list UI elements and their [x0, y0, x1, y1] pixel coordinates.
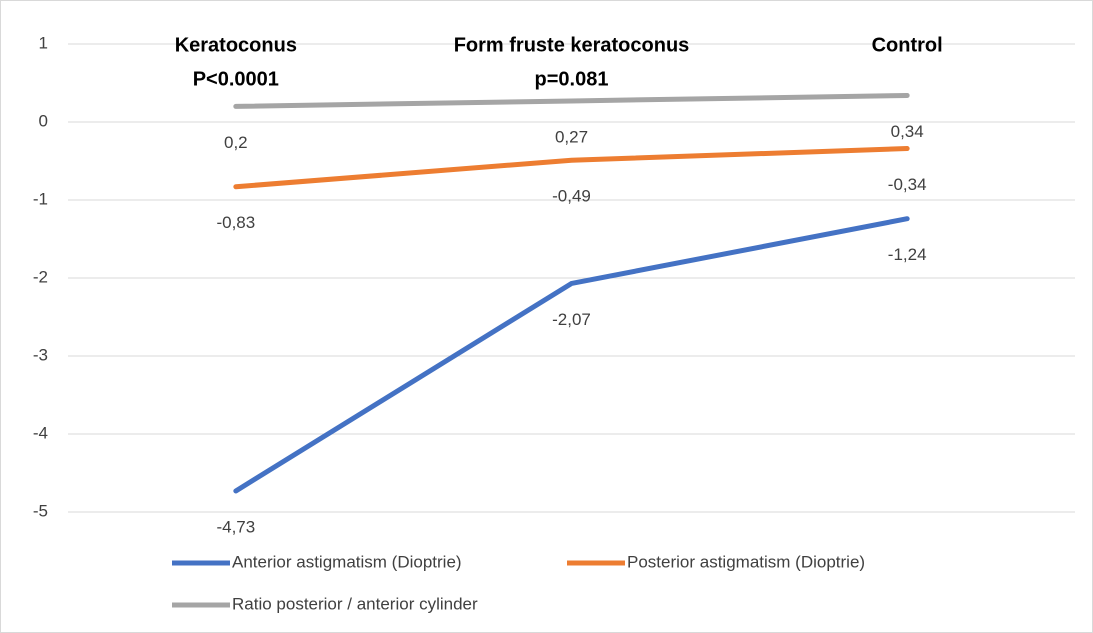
legend-label: Ratio posterior / anterior cylinder [232, 594, 478, 613]
series-line [233, 146, 910, 190]
y-tick-label: 1 [39, 33, 48, 52]
y-tick-label: 0 [39, 111, 48, 130]
data-label: -0,34 [888, 175, 927, 194]
legend-label: Anterior astigmatism (Dioptrie) [232, 552, 462, 571]
category-label: Form fruste keratoconus [454, 34, 690, 56]
data-label: -0,83 [216, 213, 255, 232]
data-label: -2,07 [552, 310, 591, 329]
y-tick-label: -1 [33, 189, 48, 208]
data-label: -4,73 [216, 517, 255, 536]
data-label: -1,24 [888, 245, 927, 264]
data-label: 0,27 [555, 127, 588, 146]
series-line [233, 92, 910, 109]
annotation: P<0.0001 [193, 68, 279, 90]
annotation: p=0.081 [535, 68, 609, 90]
data-label: -0,49 [552, 187, 591, 206]
y-tick-label: -4 [33, 423, 48, 442]
y-tick-label: -3 [33, 345, 48, 364]
y-tick-label: -5 [33, 501, 48, 520]
legend-label: Posterior astigmatism (Dioptrie) [627, 552, 865, 571]
category-label: Keratoconus [175, 34, 297, 56]
data-label: 0,2 [224, 133, 248, 152]
series-line [233, 216, 910, 494]
y-tick-label: -2 [33, 267, 48, 286]
category-label: Control [872, 34, 943, 56]
data-label: 0,34 [891, 122, 924, 141]
